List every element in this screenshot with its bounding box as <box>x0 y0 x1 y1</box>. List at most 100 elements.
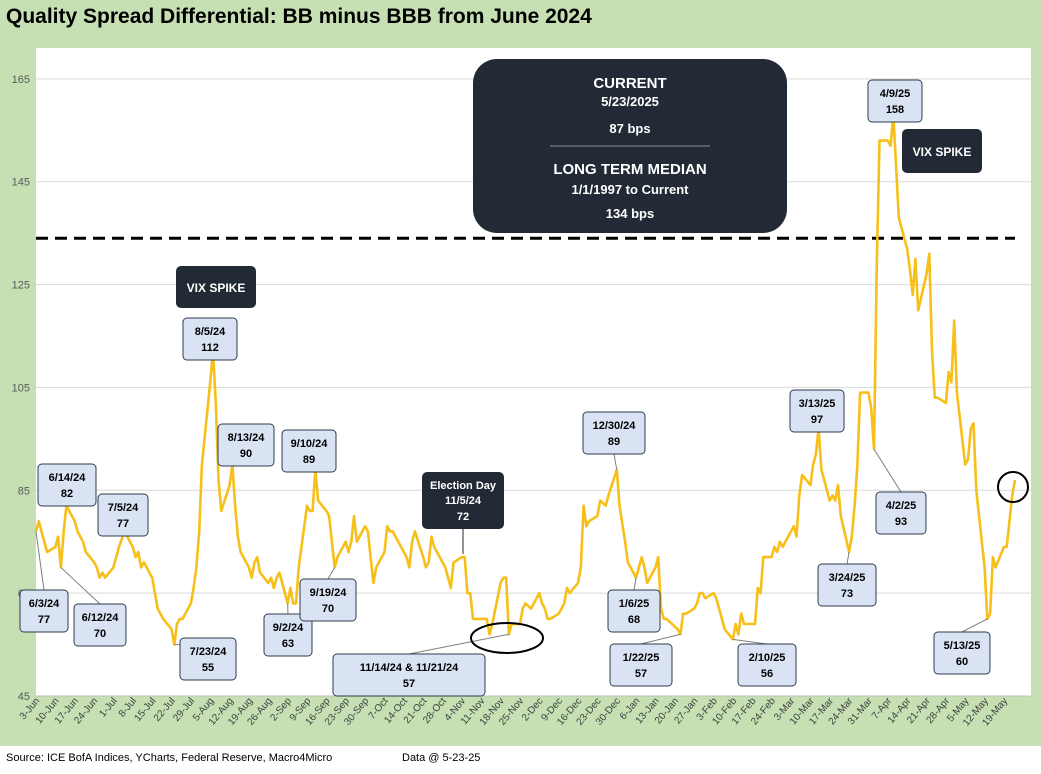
callout-date: 12/30/24 <box>593 420 637 432</box>
callout-c12: 12/30/24 89 <box>582 411 646 455</box>
x-axis-ticks: 3-Jun10-Jun17-Jun24-Jun1-Jul8-Jul15-Jul2… <box>18 695 1010 728</box>
callout-value: 77 <box>38 614 50 626</box>
election-day-label: Election Day 11/5/24 72 <box>422 472 504 529</box>
callout-value: 57 <box>403 678 415 690</box>
callout-date: 8/5/24 <box>195 326 226 338</box>
callout-box <box>299 578 357 622</box>
vix-spike-label-apr: VIX SPIKE <box>902 129 982 173</box>
callout-c8: 9/2/24 63 <box>263 613 313 657</box>
callout-date: 3/24/25 <box>829 572 866 584</box>
y-tick-label: 125 <box>12 280 30 292</box>
callout-c9: 9/10/24 89 <box>281 429 337 473</box>
callout-date: 5/13/25 <box>944 640 981 652</box>
callout-value: 73 <box>841 588 853 600</box>
leader-line <box>633 577 637 591</box>
callout-box <box>875 491 927 535</box>
series-line <box>34 113 1017 646</box>
info-box: CURRENT 5/23/2025 87 bps LONG TERM MEDIA… <box>473 59 787 233</box>
leader-line <box>35 531 45 591</box>
info-median-label: LONG TERM MEDIAN <box>553 161 706 178</box>
title-bar: Quality Spread Differential: BB minus BB… <box>0 0 1041 34</box>
chart-frame: 456585105125145165 3-Jun10-Jun17-Jun24-J… <box>0 34 1041 746</box>
callout-box <box>217 423 275 467</box>
election-date: 11/5/24 <box>445 495 482 507</box>
callout-c18: 4/9/25 158 <box>867 79 923 123</box>
callout-value: 82 <box>61 488 73 500</box>
callout-value: 93 <box>895 516 907 528</box>
data-as-of: Data @ 5-23-25 <box>402 752 481 764</box>
callout-box <box>263 613 313 657</box>
info-current-date: 5/23/2025 <box>601 94 659 109</box>
callout-value: 158 <box>886 104 904 116</box>
callout-value: 97 <box>811 414 823 426</box>
callout-box <box>37 463 97 507</box>
info-median-range: 1/1/1997 to Current <box>571 182 689 197</box>
leader-line <box>327 567 336 580</box>
callout-box <box>867 79 923 123</box>
callout-value: 68 <box>628 614 640 626</box>
chart-title: Quality Spread Differential: BB minus BB… <box>6 5 592 28</box>
callout-box <box>789 389 845 433</box>
callout-value: 77 <box>117 518 129 530</box>
low-period-ellipse <box>470 622 544 654</box>
leader-line <box>732 638 768 645</box>
callout-value: 56 <box>761 668 773 680</box>
callout-date: 6/3/24 <box>29 598 60 610</box>
leader-line <box>613 453 618 470</box>
callout-c14: 1/22/25 57 <box>609 643 673 687</box>
callout-date: 9/2/24 <box>273 622 304 634</box>
callouts: 6/3/24 77 6/14/24 82 6/12/24 70 7/5/24 77 8/5/24… <box>19 79 991 697</box>
source-note: Source: ICE BofA Indices, YCharts, Feder… <box>6 752 333 764</box>
callout-value: 89 <box>303 454 315 466</box>
callout-date: 4/9/25 <box>880 88 911 100</box>
vix-spike-text: VIX SPIKE <box>913 145 972 159</box>
vix-spike-label-aug: VIX SPIKE <box>176 266 256 308</box>
callout-box <box>179 637 237 681</box>
election-value: 72 <box>457 511 469 523</box>
callout-c16: 3/13/25 97 <box>789 389 845 433</box>
callout-value: 55 <box>202 662 214 674</box>
callout-date: 2/10/25 <box>749 652 786 664</box>
vix-spike-text: VIX SPIKE <box>187 281 246 295</box>
callout-c15: 2/10/25 56 <box>737 643 797 687</box>
leader-line <box>873 448 902 493</box>
y-tick-label: 105 <box>12 382 30 394</box>
callout-c13: 1/6/25 68 <box>607 589 661 633</box>
leader-line <box>408 633 510 655</box>
info-median-value: 134 bps <box>606 206 654 221</box>
callout-value: 90 <box>240 448 252 460</box>
callout-box <box>97 493 149 537</box>
callout-c3: 6/12/24 70 <box>73 603 127 647</box>
callout-c2: 6/14/24 82 <box>37 463 97 507</box>
callout-box <box>281 429 337 473</box>
callout-date: 6/14/24 <box>49 472 87 484</box>
callout-date: 7/23/24 <box>190 646 228 658</box>
callout-value: 60 <box>956 656 968 668</box>
callout-box <box>73 603 127 647</box>
callout-box <box>609 643 673 687</box>
callout-c10: 9/19/24 70 <box>299 578 357 622</box>
callout-box <box>19 589 69 633</box>
callout-box <box>582 411 646 455</box>
callout-c7: 8/13/24 90 <box>217 423 275 467</box>
leader-line <box>846 551 850 565</box>
callout-value: 112 <box>201 342 219 354</box>
callout-date: 9/10/24 <box>291 438 329 450</box>
callout-value: 57 <box>635 668 647 680</box>
leader-line <box>60 567 101 605</box>
footer: Source: ICE BofA Indices, YCharts, Feder… <box>0 746 1041 774</box>
callout-date: 6/12/24 <box>82 612 120 624</box>
y-tick-label: 145 <box>12 177 30 189</box>
callout-c17: 3/24/25 73 <box>817 563 877 607</box>
x-tick-label: 1-Jul <box>97 696 119 720</box>
info-current-value: 87 bps <box>609 121 650 136</box>
y-tick-label: 165 <box>12 74 30 86</box>
callout-c6: 7/23/24 55 <box>179 637 237 681</box>
callout-box <box>817 563 877 607</box>
y-tick-label: 85 <box>18 485 30 497</box>
callout-box <box>182 317 238 361</box>
callout-c4: 7/5/24 77 <box>97 493 149 537</box>
callout-date: 7/5/24 <box>108 502 139 514</box>
callout-value: 63 <box>282 638 294 650</box>
y-tick-label: 45 <box>18 691 30 703</box>
